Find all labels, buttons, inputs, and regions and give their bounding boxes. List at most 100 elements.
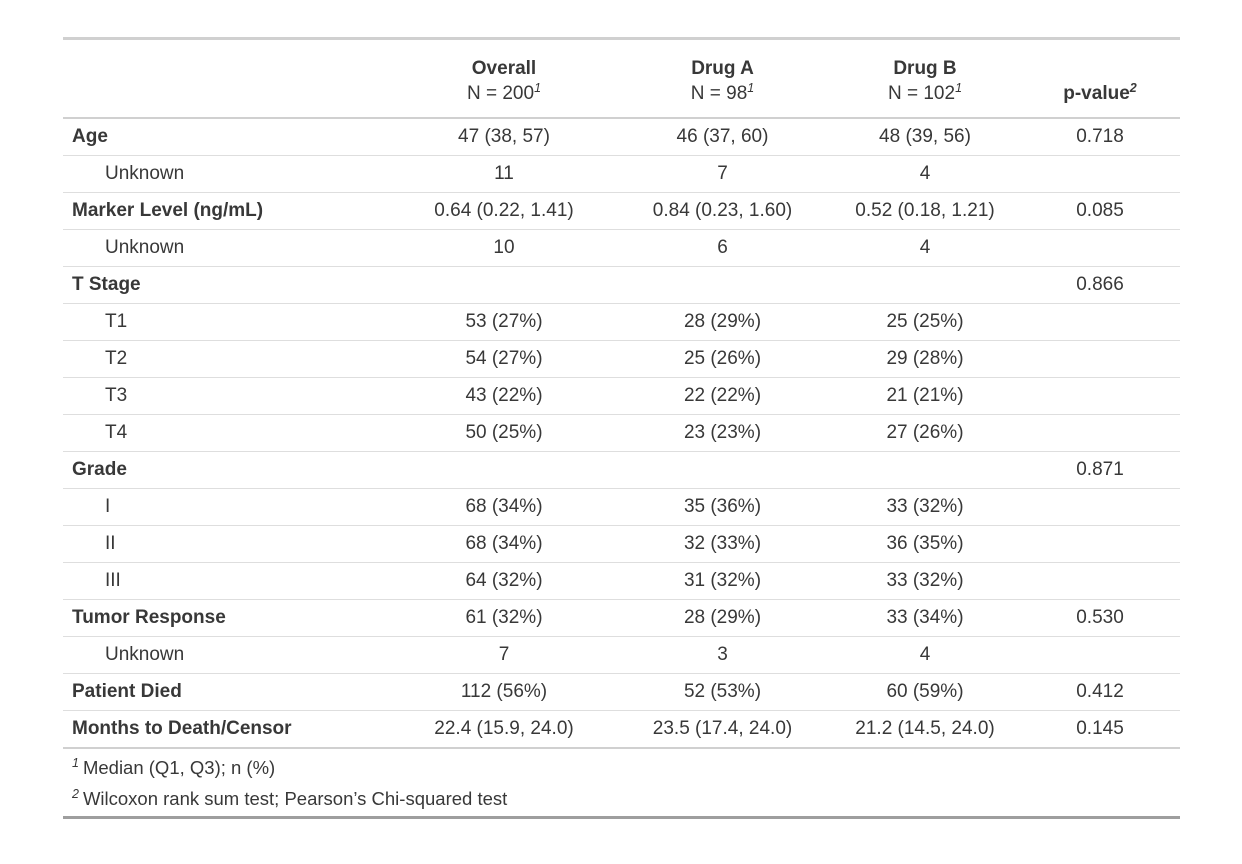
- table-row: Tumor Response 61 (32%) 28 (29%) 33 (34%) 0.…: [63, 599, 1180, 637]
- row-label: Marker Level (ng/mL): [63, 192, 393, 230]
- table-sub-row: T2 54 (27%) 25 (26%) 29 (28%): [63, 340, 1180, 378]
- cell-overall: 54 (27%): [393, 340, 615, 378]
- column-title: Drug B: [836, 56, 1014, 81]
- row-label: II: [63, 525, 393, 563]
- table-row: Marker Level (ng/mL) 0.64 (0.22, 1.41) 0.8…: [63, 192, 1180, 230]
- row-label: I: [63, 488, 393, 526]
- cell-drug_a: [615, 266, 830, 304]
- cell-overall: [393, 266, 615, 304]
- cell-overall: 68 (34%): [393, 525, 615, 563]
- cell-p_value: 0.718: [1020, 118, 1180, 156]
- cell-overall: 43 (22%): [393, 377, 615, 415]
- footnote: 2 Wilcoxon rank sum test; Pearson’s Chi-s…: [63, 783, 1180, 818]
- cell-drug_a: 52 (53%): [615, 673, 830, 711]
- row-label: III: [63, 562, 393, 600]
- cell-p_value: [1020, 377, 1180, 415]
- cell-drug_b: 4: [830, 229, 1020, 267]
- cell-overall: 47 (38, 57): [393, 118, 615, 156]
- footnote-mark: 1: [72, 756, 79, 771]
- cell-p_value: [1020, 488, 1180, 526]
- cell-p_value: [1020, 340, 1180, 378]
- cell-drug_b: 48 (39, 56): [830, 118, 1020, 156]
- table-sub-row: Unknown 7 3 4: [63, 636, 1180, 674]
- table-body: Age 47 (38, 57) 46 (37, 60) 48 (39, 56) 0.71…: [63, 118, 1180, 749]
- row-label: Months to Death/Censor: [63, 710, 393, 749]
- column-title-text: Overall: [471, 58, 537, 79]
- cell-drug_a: 23.5 (17.4, 24.0): [615, 710, 830, 749]
- table-sub-row: T1 53 (27%) 28 (29%) 25 (25%): [63, 303, 1180, 341]
- cell-p_value: [1020, 525, 1180, 563]
- cell-drug_a: [615, 451, 830, 489]
- cell-drug_b: 4: [830, 155, 1020, 193]
- column-subtitle-text: N = 98: [690, 83, 748, 104]
- cell-overall: 64 (32%): [393, 562, 615, 600]
- cell-p_value: [1020, 414, 1180, 452]
- footnote-mark: 1: [747, 81, 755, 96]
- cell-drug_a: 28 (29%): [615, 303, 830, 341]
- column-title-text: Drug A: [691, 58, 754, 79]
- cell-overall: 11: [393, 155, 615, 193]
- footnote-mark: 1: [955, 81, 963, 96]
- cell-drug_b: [830, 266, 1020, 304]
- cell-drug_a: 35 (36%): [615, 488, 830, 526]
- footnote-mark: 2: [72, 787, 79, 802]
- table-sub-row: II 68 (34%) 32 (33%) 36 (35%): [63, 525, 1180, 563]
- cell-overall: 53 (27%): [393, 303, 615, 341]
- cell-drug_a: 6: [615, 229, 830, 267]
- row-label: T4: [63, 414, 393, 452]
- cell-p_value: 0.866: [1020, 266, 1180, 304]
- cell-drug_a: 32 (33%): [615, 525, 830, 563]
- cell-overall: 61 (32%): [393, 599, 615, 637]
- footnote-text: Median (Q1, Q3); n (%): [82, 757, 276, 778]
- cell-overall: 112 (56%): [393, 673, 615, 711]
- row-label: Grade: [63, 451, 393, 489]
- cell-drug_b: 27 (26%): [830, 414, 1020, 452]
- cell-drug_a: 31 (32%): [615, 562, 830, 600]
- cell-p_value: 0.085: [1020, 192, 1180, 230]
- column-title: p-value2: [1026, 81, 1174, 106]
- cell-overall: 10: [393, 229, 615, 267]
- cell-overall: 0.64 (0.22, 1.41): [393, 192, 615, 230]
- cell-p_value: [1020, 562, 1180, 600]
- column-header-overall: Overall N = 2001: [393, 38, 615, 119]
- column-subtitle: N = 1021: [836, 81, 1014, 106]
- cell-drug_b: 60 (59%): [830, 673, 1020, 711]
- cell-drug_b: 33 (32%): [830, 488, 1020, 526]
- footnote: 1 Median (Q1, Q3); n (%): [63, 748, 1180, 783]
- row-label: Unknown: [63, 155, 393, 193]
- cell-p_value: 0.145: [1020, 710, 1180, 749]
- row-label: Unknown: [63, 229, 393, 267]
- table-sub-row: Unknown 11 7 4: [63, 155, 1180, 193]
- cell-drug_a: 3: [615, 636, 830, 674]
- column-title: Overall: [399, 56, 609, 81]
- table-sub-row: III 64 (32%) 31 (32%) 33 (32%): [63, 562, 1180, 600]
- table-row: T Stage 0.866: [63, 266, 1180, 304]
- cell-overall: 68 (34%): [393, 488, 615, 526]
- table-row: Months to Death/Censor 22.4 (15.9, 24.0) 2…: [63, 710, 1180, 749]
- cell-drug_b: 0.52 (0.18, 1.21): [830, 192, 1020, 230]
- cell-drug_b: 29 (28%): [830, 340, 1020, 378]
- cell-drug_b: 21 (21%): [830, 377, 1020, 415]
- row-label: Patient Died: [63, 673, 393, 711]
- cell-drug_a: 23 (23%): [615, 414, 830, 452]
- column-title-text: Drug B: [893, 58, 957, 79]
- row-label: Age: [63, 118, 393, 156]
- column-title-text: p-value: [1063, 83, 1130, 104]
- cell-drug_b: 21.2 (14.5, 24.0): [830, 710, 1020, 749]
- cell-p_value: [1020, 155, 1180, 193]
- cell-p_value: [1020, 636, 1180, 674]
- table-sub-row: T3 43 (22%) 22 (22%) 21 (21%): [63, 377, 1180, 415]
- footnote-mark: 1: [534, 81, 542, 96]
- row-label: T3: [63, 377, 393, 415]
- row-label: T Stage: [63, 266, 393, 304]
- row-label: T1: [63, 303, 393, 341]
- cell-overall: [393, 451, 615, 489]
- table-sub-row: Unknown 10 6 4: [63, 229, 1180, 267]
- cell-drug_b: 33 (32%): [830, 562, 1020, 600]
- cell-overall: 7: [393, 636, 615, 674]
- column-header-p_value: p-value2: [1020, 38, 1180, 119]
- column-title: Drug A: [621, 56, 824, 81]
